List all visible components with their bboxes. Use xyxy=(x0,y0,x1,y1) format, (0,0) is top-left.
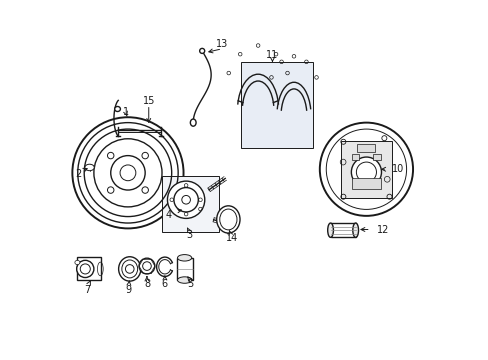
Text: 12: 12 xyxy=(376,225,389,235)
Bar xyxy=(77,257,101,280)
Circle shape xyxy=(110,156,145,190)
Bar xyxy=(351,178,380,189)
Circle shape xyxy=(77,260,94,278)
Bar xyxy=(162,176,219,232)
Bar xyxy=(330,223,355,237)
Text: 1: 1 xyxy=(123,107,129,117)
Text: 15: 15 xyxy=(142,96,155,106)
Circle shape xyxy=(174,188,198,212)
Circle shape xyxy=(72,117,183,228)
Text: 5: 5 xyxy=(186,279,193,289)
Ellipse shape xyxy=(85,164,94,171)
Ellipse shape xyxy=(352,223,358,237)
Ellipse shape xyxy=(199,48,204,53)
Bar xyxy=(341,140,391,198)
Bar xyxy=(372,154,380,160)
Bar xyxy=(351,154,359,160)
Bar xyxy=(241,62,312,148)
Text: 13: 13 xyxy=(216,40,228,49)
Text: 8: 8 xyxy=(143,279,150,289)
Text: 10: 10 xyxy=(391,164,403,174)
Bar xyxy=(357,144,375,152)
Circle shape xyxy=(94,139,162,207)
Circle shape xyxy=(139,258,155,274)
Text: 11: 11 xyxy=(266,50,278,60)
Ellipse shape xyxy=(115,107,120,112)
Ellipse shape xyxy=(190,119,196,126)
Text: 9: 9 xyxy=(124,285,131,295)
Ellipse shape xyxy=(327,223,333,237)
Ellipse shape xyxy=(177,255,191,261)
Bar xyxy=(176,258,192,280)
Text: 2: 2 xyxy=(76,168,82,179)
Circle shape xyxy=(167,181,204,219)
Text: 3: 3 xyxy=(185,230,192,239)
Ellipse shape xyxy=(216,206,240,233)
Ellipse shape xyxy=(119,257,141,281)
Circle shape xyxy=(351,157,381,187)
Text: 6: 6 xyxy=(162,279,167,289)
Text: 7: 7 xyxy=(84,285,90,295)
Text: 14: 14 xyxy=(225,233,238,243)
Ellipse shape xyxy=(177,277,191,283)
Ellipse shape xyxy=(75,260,80,265)
Circle shape xyxy=(319,123,412,216)
Text: 4: 4 xyxy=(165,210,171,220)
